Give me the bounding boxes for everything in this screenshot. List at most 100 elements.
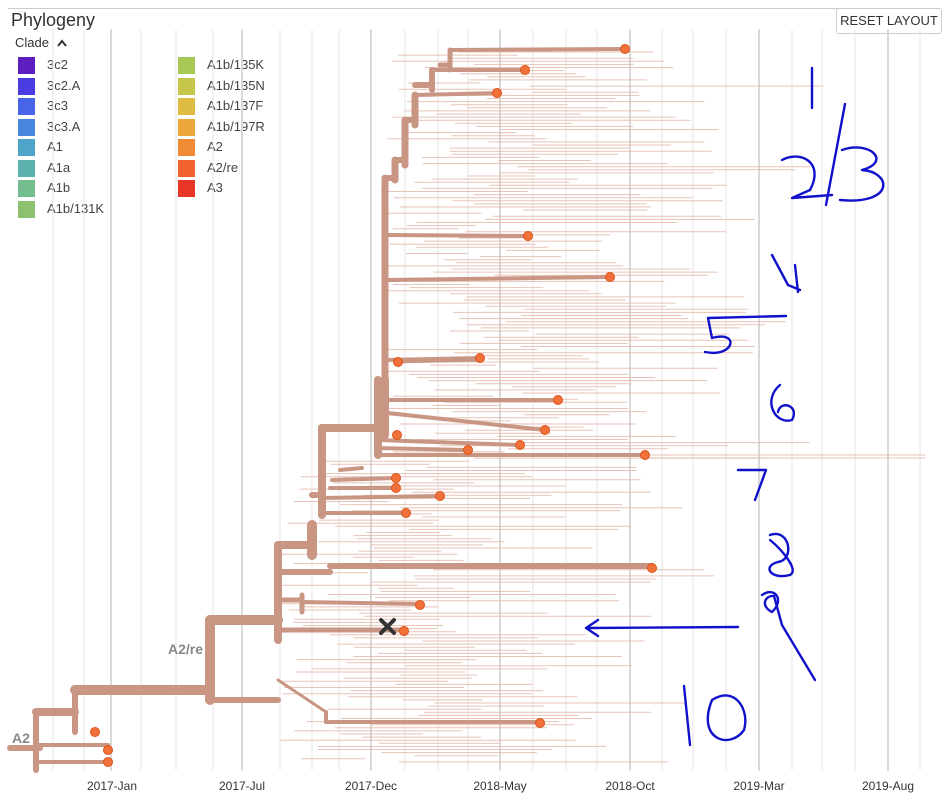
handwritten-annotation [770,253,802,294]
legend-item[interactable]: A1 [18,138,168,156]
tip-marker[interactable] [605,272,615,282]
internal-branch[interactable] [376,410,547,432]
legend-label: 3c3 [47,98,68,113]
tip-marker[interactable] [399,626,409,636]
legend-swatch [18,180,35,197]
handwritten-annotation [760,590,817,682]
tip-marker[interactable] [553,395,563,405]
tip-marker[interactable] [515,440,525,450]
legend-item[interactable]: A1b/135K [178,56,328,74]
internal-branch[interactable] [376,446,470,452]
legend-toggle-label: Clade [15,35,49,50]
header-divider [8,8,938,9]
x-tick-label: 2017-Jan [87,779,137,793]
handwritten-annotation [736,468,768,502]
legend-swatch [178,159,195,177]
legend-item[interactable]: A1b/135N [178,77,328,95]
legend-item[interactable]: A2 [178,138,328,156]
tip-marker[interactable] [620,44,630,54]
legend-toggle[interactable]: Clade [15,35,67,50]
tip-marker[interactable] [391,483,401,493]
internal-branch[interactable] [300,600,422,606]
legend-item[interactable]: 3c2.A [18,77,168,95]
internal-branch[interactable] [393,358,482,364]
tip-marker[interactable] [463,445,473,455]
tip-marker[interactable] [435,491,445,501]
legend-item[interactable]: A1b/197R [178,118,328,136]
x-tick-label: 2017-Jul [219,779,265,793]
chevron-up-icon [56,35,67,50]
tip-marker[interactable] [535,718,545,728]
tip-marker[interactable] [392,430,402,440]
clade-label: A2 [12,730,30,746]
legend-swatch [18,200,35,218]
x-tick-label: 2018-May [473,779,526,793]
handwritten-annotation [824,102,847,207]
legend-swatch [178,77,195,95]
internal-branch[interactable] [383,275,612,282]
x-tick-label: 2018-Oct [605,779,655,793]
internal-branch[interactable] [413,91,502,97]
internal-branch[interactable] [338,466,364,472]
handwritten-annotation [703,314,788,355]
tip-marker[interactable] [647,563,657,573]
tip-marker[interactable] [90,727,100,737]
legend-swatch [178,118,195,136]
internal-branch[interactable] [320,494,442,500]
legend-label: A1 [47,139,63,154]
reset-layout-button[interactable]: RESET LAYOUT [836,8,942,34]
legend-label: A2/re [207,159,239,175]
legend-label: A3 [207,180,223,195]
legend-swatch [178,57,195,74]
legend-item[interactable]: 3c3.A [18,118,168,136]
legend-item[interactable]: A1b/137F [178,97,328,115]
handwritten-annotation [780,155,834,200]
x-mark-icon[interactable] [379,618,396,635]
tip-marker[interactable] [475,353,485,363]
legend-swatch [18,118,35,136]
internal-branch[interactable] [376,438,522,447]
legend-swatch [178,98,195,115]
tip-marker[interactable] [401,508,411,518]
legend-label: A1b/131K [47,200,105,216]
legend-swatch [178,139,195,156]
internal-branch[interactable] [330,476,398,482]
legend-swatch [18,139,35,156]
tip-marker[interactable] [393,357,403,367]
x-tick-label: 2019-Aug [862,779,914,793]
legend-label: 3c2.A [47,77,81,93]
legend-label: A1b/135N [207,77,265,93]
handwritten-annotation [682,684,692,747]
tip-marker[interactable] [391,473,401,483]
tip-marker[interactable] [415,600,425,610]
tip-marker[interactable] [523,231,533,241]
legend-item[interactable]: 3c2 [18,56,168,74]
legend-label: A1b/135K [207,57,265,72]
tip-marker[interactable] [540,425,550,435]
legend-item[interactable]: 3c3 [18,97,168,115]
tip-marker[interactable] [520,65,530,75]
x-tick-label: 2019-Mar [733,779,784,793]
tip-marker[interactable] [103,757,113,767]
legend-label: 3c2 [47,57,68,72]
tip-marker[interactable] [640,450,650,460]
x-tick-label: 2017-Dec [345,779,397,793]
handwritten-annotation [838,146,885,202]
internal-branch[interactable] [276,678,328,714]
legend-item[interactable]: A3 [178,179,328,197]
tip-marker[interactable] [103,745,113,755]
legend-swatch [178,180,195,197]
legend-item[interactable]: A1b/131K [18,200,168,218]
internal-branch[interactable] [383,233,530,238]
handwritten-annotation [584,618,740,638]
legend-label: A2 [207,139,223,154]
handwritten-annotation [770,383,795,422]
handwritten-annotation [706,694,747,742]
tip-marker[interactable] [492,88,502,98]
internal-branch[interactable] [448,47,627,52]
legend-swatch [18,77,35,95]
panel-title: Phylogeny [11,10,96,30]
legend-item[interactable]: A2/re [178,159,328,177]
legend-label: A1b/197R [207,118,265,134]
